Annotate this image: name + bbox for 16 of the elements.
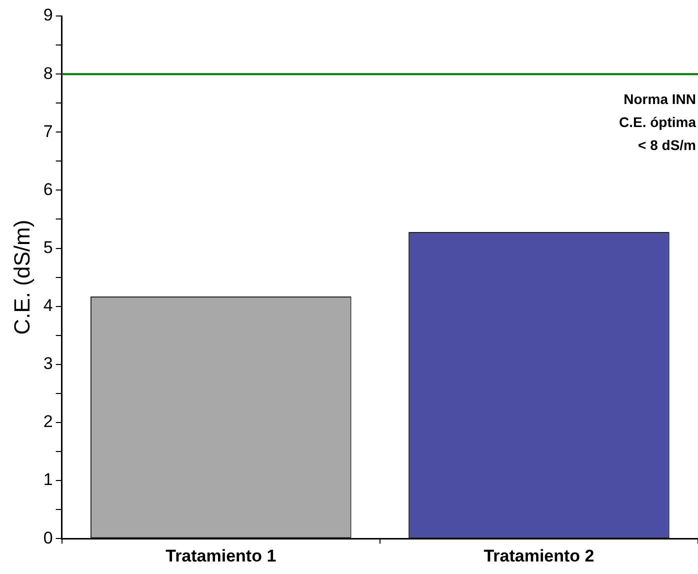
y-tick-label: 7	[43, 122, 53, 141]
y-tick-label: 5	[43, 238, 53, 257]
y-tick-label: 3	[43, 354, 53, 374]
x-tick-label: Tratamiento 1	[166, 546, 276, 566]
y-tick-label: 9	[43, 6, 53, 25]
y-tick-label: 2	[43, 412, 53, 432]
annotation: < 8 dS/m	[638, 136, 696, 153]
y-tick-label: 8	[43, 64, 53, 83]
x-tick-label: Tratamiento 2	[484, 546, 594, 566]
y-tick-label: 4	[43, 296, 53, 316]
annotation: C.E. óptima	[618, 114, 696, 130]
y-tick-label: 6	[43, 180, 53, 199]
y-tick-label: 1	[43, 470, 53, 490]
y-axis-title: C.E. (dS/m)	[9, 220, 34, 335]
y-tick-label: 0	[43, 528, 53, 548]
annotation: Norma INN	[624, 90, 696, 107]
